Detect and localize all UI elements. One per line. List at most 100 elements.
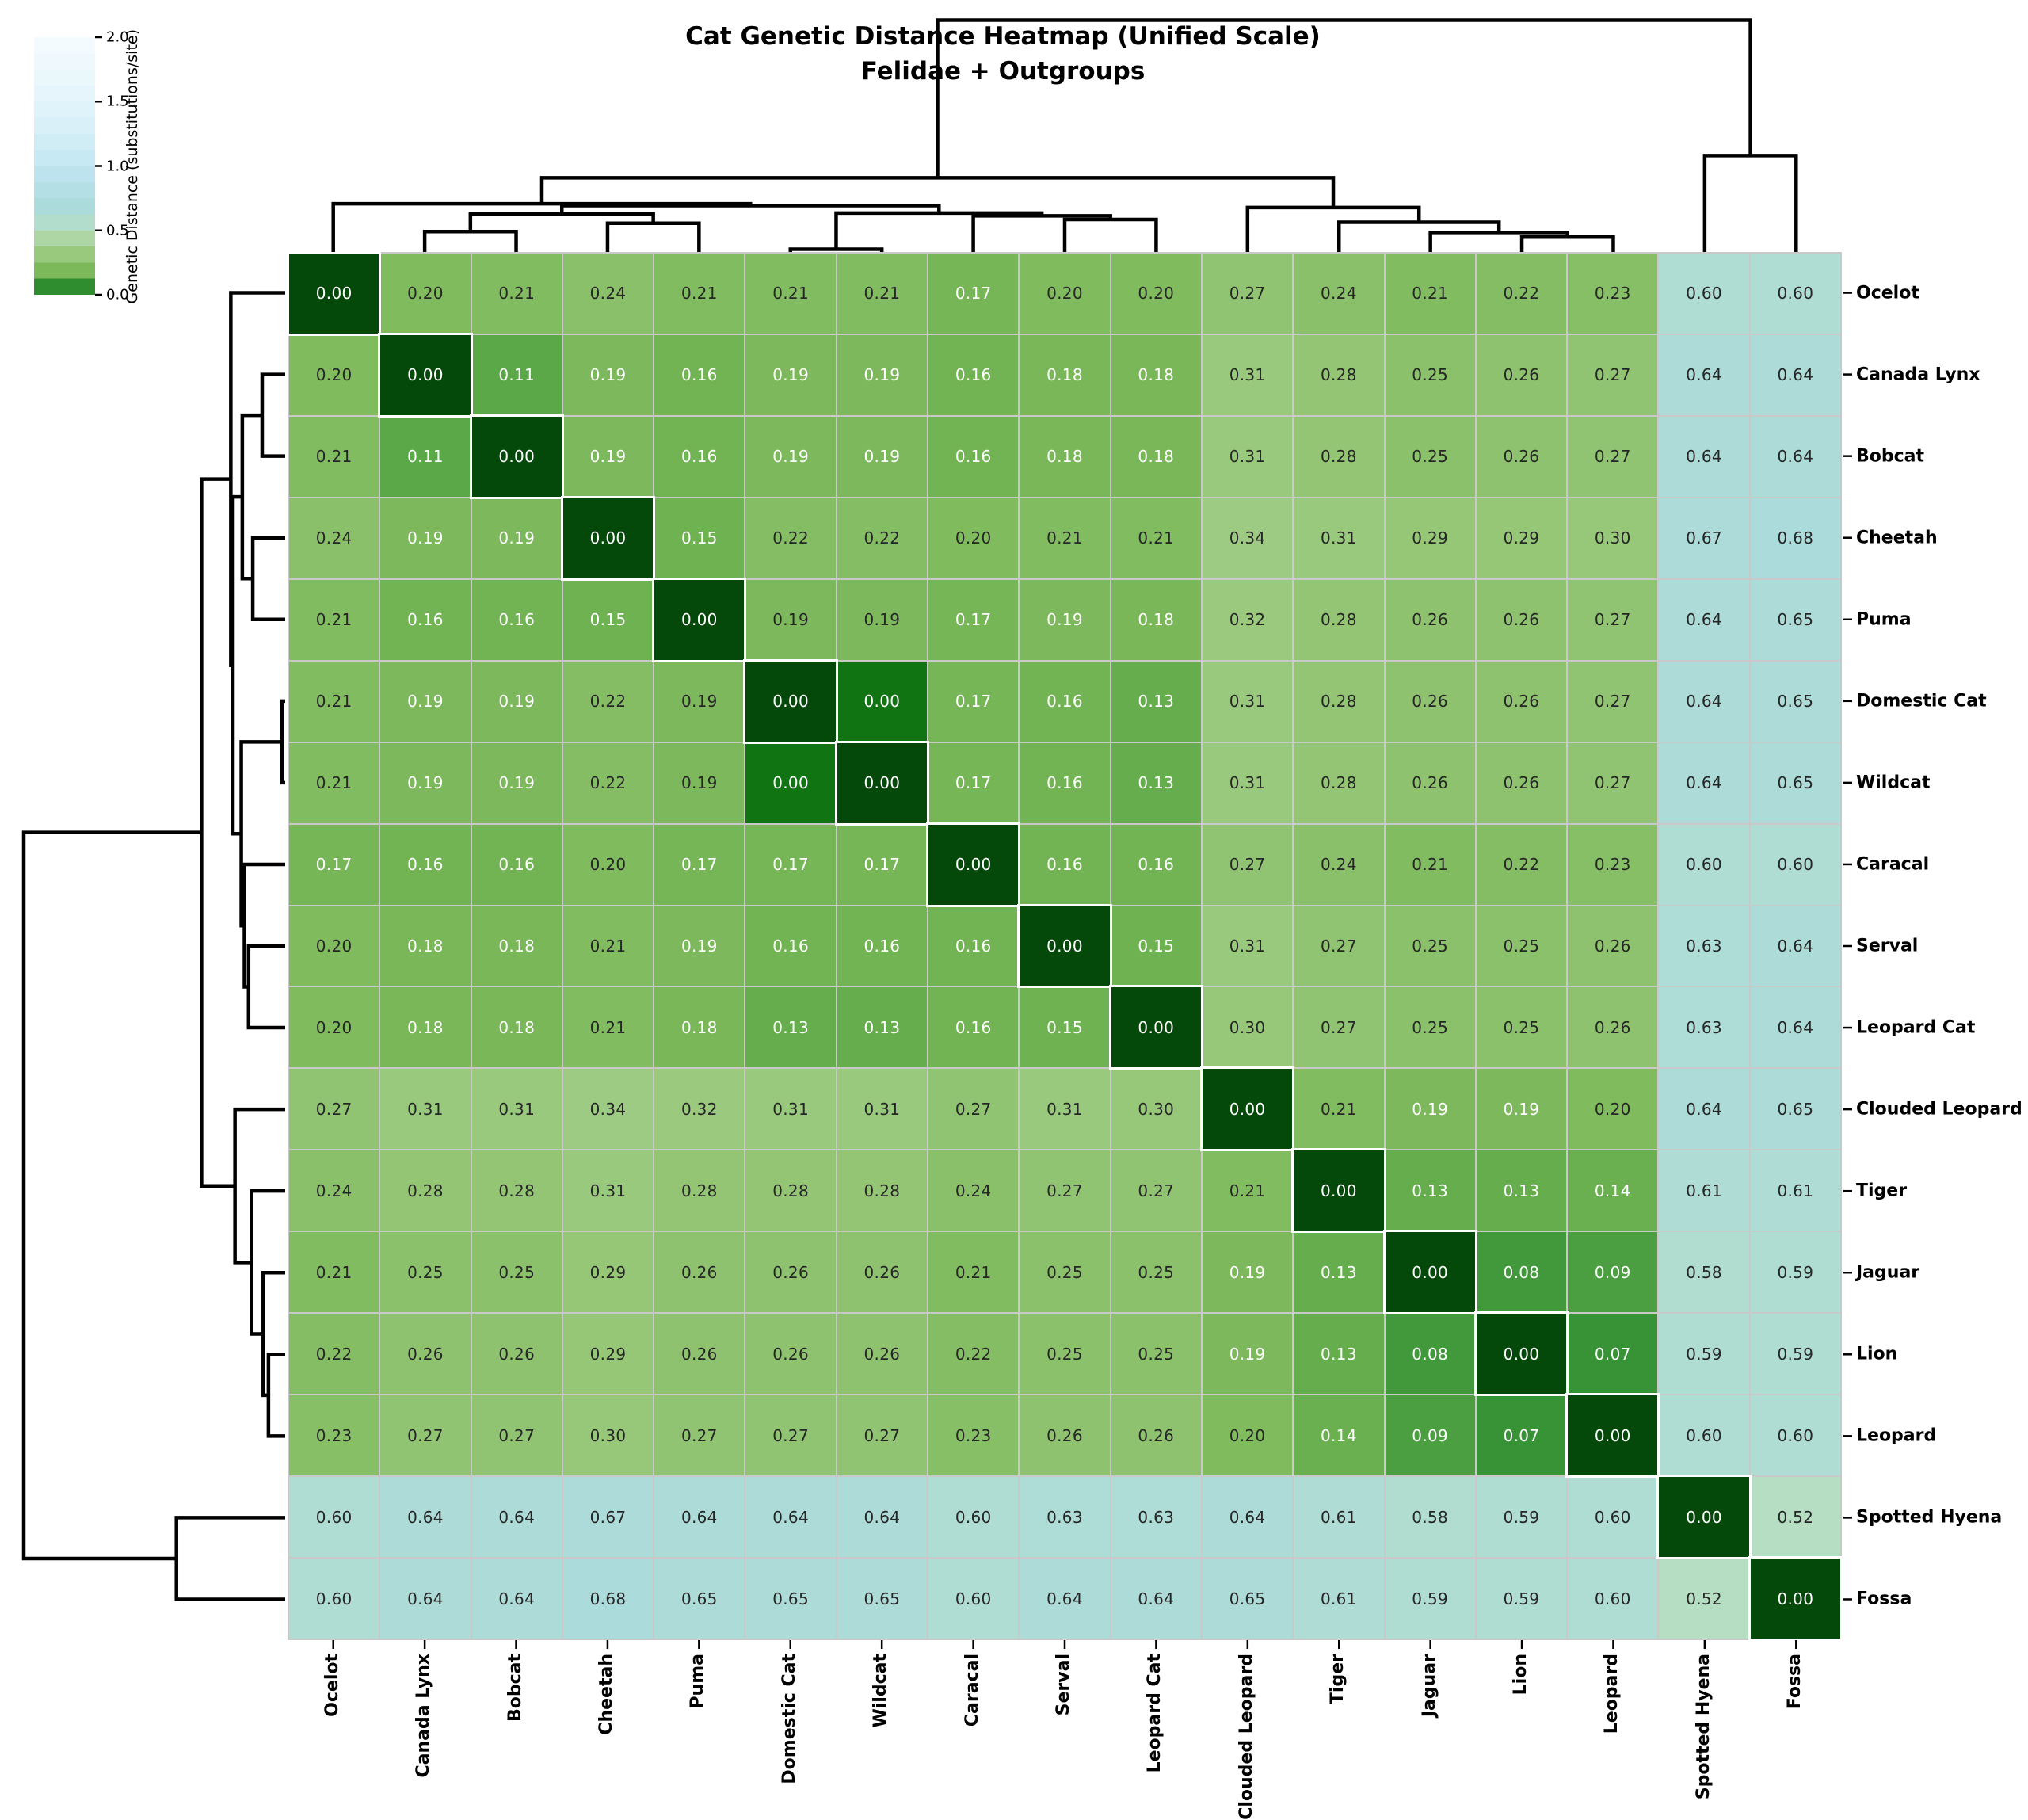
heatmap-cell: 0.60 — [1659, 824, 1749, 905]
heatmap-cell: 0.65 — [745, 1559, 836, 1639]
heatmap-cell: 0.27 — [1111, 1150, 1201, 1231]
heatmap-cell: 0.23 — [1568, 254, 1658, 334]
heatmap-cell: 0.26 — [1111, 1395, 1201, 1476]
heatmap-cell: 0.60 — [1659, 254, 1749, 334]
heatmap-cell: 0.29 — [1476, 498, 1567, 578]
heatmap-cell: 0.26 — [1568, 987, 1658, 1068]
heatmap-cell: 0.19 — [1202, 1232, 1293, 1313]
heatmap-cell: 0.27 — [1202, 824, 1293, 905]
heatmap-cell: 0.21 — [562, 906, 654, 986]
heatmap-cell: 0.27 — [289, 1069, 379, 1150]
heatmap-cell: 0.16 — [380, 824, 471, 905]
heatmap-cell: 0.26 — [837, 1232, 928, 1313]
heatmap-cell: 0.27 — [837, 1395, 928, 1476]
heatmap-cell: 0.60 — [289, 1559, 379, 1639]
heatmap-cell: 0.64 — [1750, 987, 1840, 1068]
heatmap-cell: 0.25 — [1476, 906, 1567, 986]
row-label-leopard-cat: Leopard Cat — [1856, 1017, 1976, 1038]
heatmap-cell: 0.64 — [380, 1559, 471, 1639]
heatmap-cell: 0.64 — [1659, 742, 1749, 823]
heatmap-cell: 0.25 — [1385, 334, 1475, 415]
heatmap-cell: 0.07 — [1476, 1395, 1567, 1476]
heatmap-cell: 0.64 — [1750, 416, 1840, 497]
heatmap-cell: 0.26 — [1568, 906, 1658, 986]
heatmap-cell: 0.16 — [837, 906, 928, 986]
column-label-caracal: Caracal — [962, 1654, 982, 1727]
heatmap-cell: 0.27 — [745, 1395, 836, 1476]
heatmap-cell: 0.20 — [1202, 1395, 1293, 1476]
heatmap-cell: 0.17 — [928, 742, 1019, 823]
heatmap-cell: 0.24 — [289, 1150, 379, 1231]
heatmap-cell: 0.00 — [1476, 1314, 1567, 1395]
heatmap-cell: 0.27 — [1020, 1150, 1110, 1231]
heatmap-cell: 0.19 — [745, 579, 836, 660]
heatmap-cell: 0.00 — [1750, 1559, 1840, 1639]
heatmap-cell: 0.28 — [380, 1150, 471, 1231]
heatmap-cell: 0.19 — [562, 334, 654, 415]
heatmap-cell: 0.21 — [289, 416, 379, 497]
heatmap-cell: 0.28 — [1294, 661, 1384, 742]
heatmap-cell: 0.26 — [654, 1314, 745, 1395]
heatmap-cell: 0.64 — [1202, 1477, 1293, 1558]
heatmap-cell: 0.27 — [1568, 742, 1658, 823]
heatmap-cell: 0.20 — [1020, 254, 1110, 334]
heatmap-cell: 0.31 — [1020, 1069, 1110, 1150]
heatmap-cell: 0.64 — [1659, 1069, 1749, 1150]
heatmap-cell: 0.16 — [1020, 661, 1110, 742]
heatmap-cell: 0.20 — [1111, 254, 1201, 334]
heatmap-cell: 0.00 — [654, 579, 745, 660]
heatmap-cell: 0.26 — [1385, 661, 1475, 742]
heatmap-cell: 0.31 — [1202, 416, 1293, 497]
heatmap-cell: 0.26 — [1020, 1395, 1110, 1476]
heatmap-cell: 0.00 — [745, 661, 836, 742]
heatmap-cell: 0.21 — [1202, 1150, 1293, 1231]
heatmap-cell: 0.24 — [289, 498, 379, 578]
heatmap-cell: 0.59 — [1385, 1559, 1475, 1639]
heatmap-cell: 0.17 — [289, 824, 379, 905]
heatmap-cell: 0.28 — [1294, 334, 1384, 415]
heatmap-cell: 0.20 — [1568, 1069, 1658, 1150]
heatmap-cell: 0.25 — [1476, 987, 1567, 1068]
heatmap-cell: 0.21 — [471, 254, 562, 334]
heatmap-cell: 0.67 — [1659, 498, 1749, 578]
heatmap-cell: 0.59 — [1750, 1232, 1840, 1313]
heatmap-cell: 0.25 — [1385, 906, 1475, 986]
heatmap-cell: 0.00 — [562, 498, 654, 578]
heatmap-cell: 0.26 — [745, 1232, 836, 1313]
heatmap-cell: 0.19 — [471, 661, 562, 742]
heatmap-cell: 0.16 — [745, 906, 836, 986]
heatmap-cell: 0.61 — [1659, 1150, 1749, 1231]
heatmap-cell: 0.19 — [1020, 579, 1110, 660]
column-label-leopard-cat: Leopard Cat — [1145, 1654, 1165, 1773]
heatmap-cell: 0.28 — [837, 1150, 928, 1231]
heatmap-cell: 0.19 — [837, 579, 928, 660]
heatmap-cell: 0.16 — [928, 987, 1019, 1068]
column-label-puma: Puma — [688, 1654, 708, 1709]
heatmap-cell: 0.30 — [1568, 498, 1658, 578]
heatmap-cell: 0.00 — [928, 824, 1019, 905]
heatmap-cell: 0.58 — [1385, 1477, 1475, 1558]
heatmap-cell: 0.18 — [471, 906, 562, 986]
heatmap-cell: 0.15 — [654, 498, 745, 578]
heatmap-cell: 0.27 — [471, 1395, 562, 1476]
heatmap-cell: 0.59 — [1476, 1477, 1567, 1558]
heatmap-cell: 0.26 — [1476, 334, 1567, 415]
heatmap-cell: 0.21 — [289, 661, 379, 742]
heatmap-cell: 0.16 — [1020, 742, 1110, 823]
heatmap-cell: 0.68 — [1750, 498, 1840, 578]
heatmap-cell: 0.19 — [380, 498, 471, 578]
heatmap-cell: 0.16 — [380, 579, 471, 660]
heatmap-cell: 0.63 — [1020, 1477, 1110, 1558]
row-label-fossa: Fossa — [1856, 1589, 1912, 1609]
heatmap-cell: 0.34 — [562, 1069, 654, 1150]
heatmap-cell: 0.25 — [1020, 1314, 1110, 1395]
heatmap-cell: 0.26 — [654, 1232, 745, 1313]
heatmap-cell: 0.59 — [1476, 1559, 1567, 1639]
heatmap-cell: 0.28 — [1294, 742, 1384, 823]
heatmap-cell: 0.15 — [1111, 906, 1201, 986]
heatmap-cell: 0.27 — [1202, 254, 1293, 334]
row-label-jaguar: Jaguar — [1856, 1262, 1920, 1283]
heatmap-cell: 0.65 — [1750, 742, 1840, 823]
heatmap-cell: 0.68 — [562, 1559, 654, 1639]
row-label-puma: Puma — [1856, 609, 1912, 630]
